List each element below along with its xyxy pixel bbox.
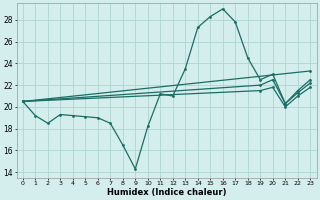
X-axis label: Humidex (Indice chaleur): Humidex (Indice chaleur)	[107, 188, 226, 197]
